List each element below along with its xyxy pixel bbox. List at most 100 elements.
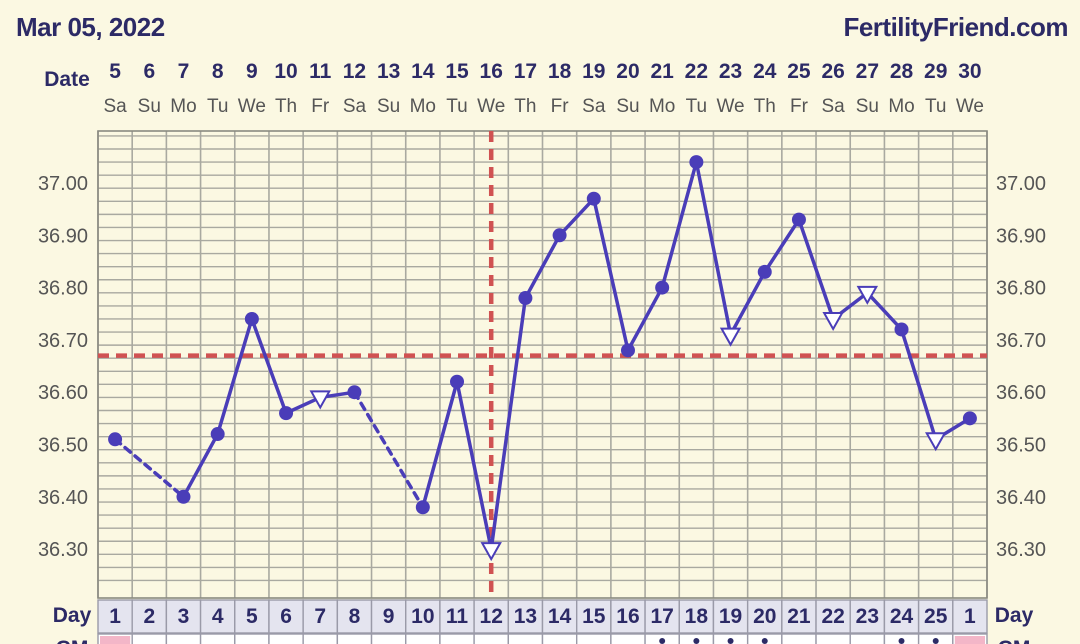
date-label: 17 [514,60,537,83]
date-label: 21 [650,60,674,83]
cm-row-label-left: CM [56,637,89,644]
date-label: 19 [582,60,605,83]
date-label: 16 [480,60,503,83]
weekday-label: Mo [170,96,196,117]
y-tick-label-right: 37.00 [996,173,1046,195]
cm-cell [234,633,270,644]
cycle-day-label: 8 [349,605,361,628]
temperature-point [689,155,704,170]
day-cell [712,599,749,634]
day-cell [781,599,817,634]
temperature-point [279,406,294,421]
y-tick-label-left: 36.60 [38,382,88,404]
temperature-segment [523,233,562,300]
temperature-segment [592,196,630,353]
temperature-point [347,385,362,400]
weekday-label: Tu [925,96,946,117]
temperature-point [210,427,225,442]
temperature-segment [797,217,835,321]
temperature-point [518,291,533,306]
day-row-label-left: Day [53,604,92,627]
day-cell [473,599,510,634]
date-header: Date 5 6 7 8 9 10 11 12 13 14 15 16 17 18 19 20 21 22 23 24… [44,60,984,117]
y-tick-label-left: 36.50 [38,435,88,457]
date-label: 27 [856,60,879,83]
cm-cell [507,633,544,644]
date-label: 13 [377,60,400,83]
temperature-point [586,191,601,206]
temperature-segment [694,160,733,337]
y-axis-ticks: 37.00 37.00 36.90 36.90 36.80 36.80 36.70 36.70… [38,173,1046,561]
temperature-segment [215,317,254,436]
day-cell [439,599,475,634]
cycle-day-label: 16 [616,605,639,628]
cm-cell [336,633,373,644]
y-tick-label-left: 36.40 [38,487,88,509]
weekday-label: Su [377,96,400,117]
date-label: 18 [548,60,572,83]
temperature-segment [455,379,493,551]
temperature-segment [557,196,596,238]
temperature-point-open [856,285,879,305]
y-tick-label-right: 36.70 [996,330,1046,352]
temperature-point [108,432,123,447]
date-label: 24 [753,60,777,83]
temperature-points [108,155,977,562]
weekday-label: Tu [446,96,467,117]
cm-cell [165,633,202,644]
y-tick-label-left: 36.90 [38,225,88,247]
date-label: 29 [924,60,947,83]
date-label: 10 [274,60,297,83]
temperature-point [415,500,430,515]
y-tick-label-right: 36.60 [996,382,1046,404]
cycle-day-label: 14 [548,605,572,628]
cm-cell [302,633,339,644]
cycle-day-row: Day Day 1 2 3 4 5 6 7 8 9 10 11 12 13 14 15 16 17 18 19 20 2… [53,599,1034,634]
date-label: 15 [445,60,469,83]
temperature-point-open [822,311,844,332]
cycle-day-label: 20 [753,605,776,628]
weekday-label: Fr [790,96,809,117]
temperature-segment [489,296,528,551]
y-tick-label-right: 36.90 [996,225,1046,247]
weekday-label: Fr [311,96,330,117]
temperature-point [757,264,772,279]
weekday-label: Tu [207,96,228,117]
cm-marker-star [727,638,734,644]
day-cell [165,599,202,634]
day-cell [97,599,133,634]
temperature-point [450,374,465,389]
y-tick-label-left: 37.00 [38,173,88,195]
date-label: 26 [821,60,844,83]
cycle-day-label: 13 [514,605,537,628]
day-cell [746,599,783,634]
weekday-label: Th [514,96,536,117]
temperature-point [176,489,191,504]
day-cell [610,599,646,634]
day-cell [952,599,988,634]
weekday-label: Fr [551,96,570,117]
cycle-day-label: 4 [212,605,224,628]
day-cell [405,599,441,634]
cm-row: CM CM [56,633,1030,644]
cycle-day-label: 18 [685,605,709,628]
temperature-point-open [719,327,742,347]
date-label: 30 [958,60,981,83]
temperature-segment [113,437,186,499]
y-tick-label-right: 36.50 [996,435,1046,457]
temperature-point-open [309,390,331,410]
cycle-day-label: 1 [964,605,976,628]
y-tick-label-left: 36.80 [38,278,88,300]
temperature-point-open [925,432,947,452]
temperature-segment [899,327,938,442]
cm-cell [405,633,441,644]
cycle-day-label: 24 [890,605,914,628]
weekday-label: We [477,96,505,117]
y-tick-label-left: 36.30 [38,539,88,561]
date-label: 5 [109,60,121,83]
cm-cell [268,633,304,644]
cycle-day-label: 1 [109,605,121,628]
temperature-point [894,322,909,337]
plot-border [97,130,988,599]
